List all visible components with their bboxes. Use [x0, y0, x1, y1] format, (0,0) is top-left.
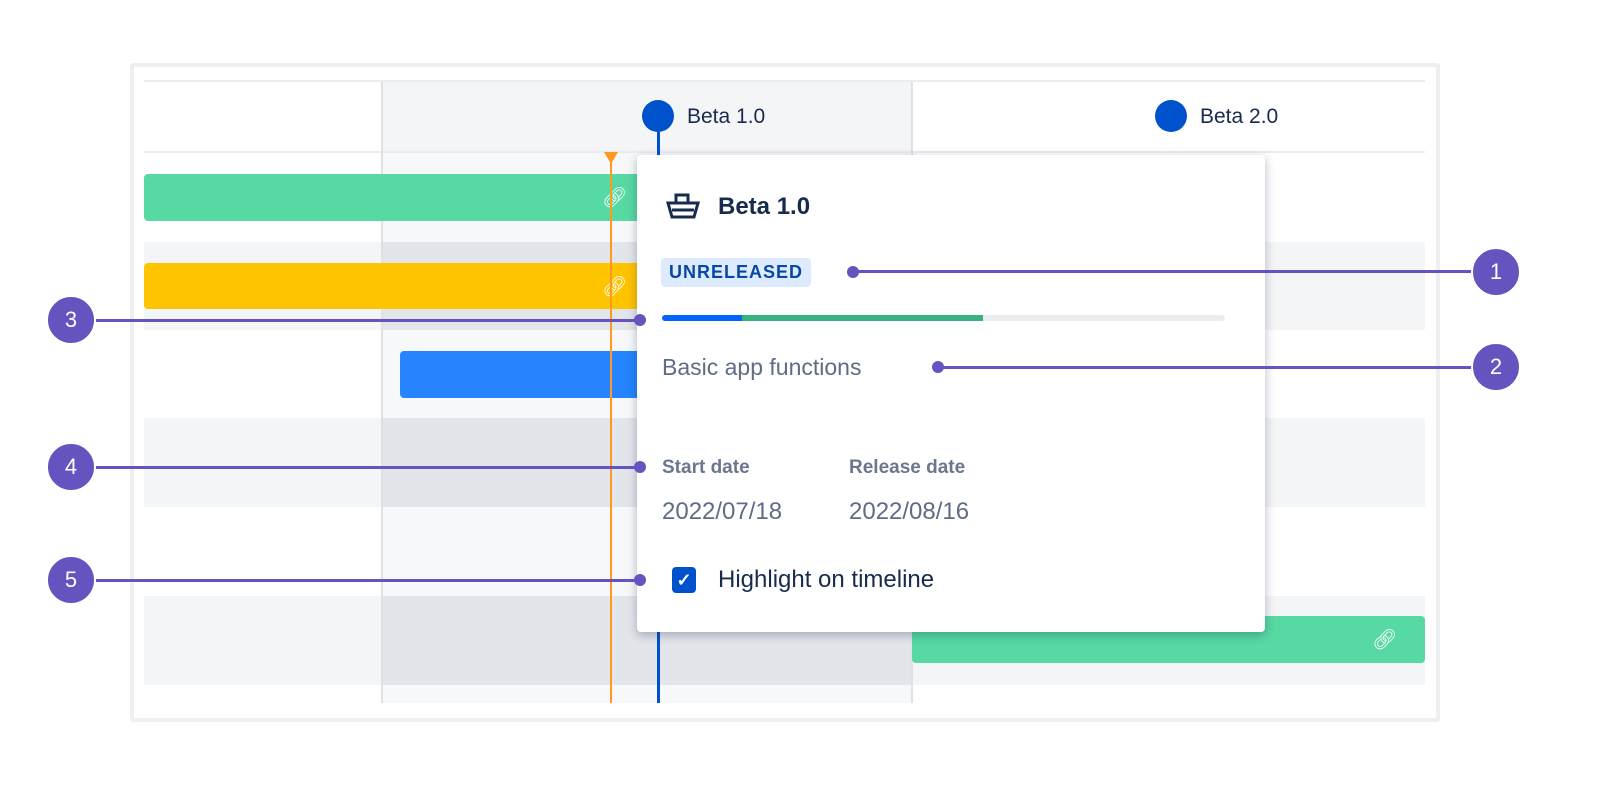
status-badge: UNRELEASED — [661, 258, 812, 287]
column-divider — [381, 82, 383, 703]
callout-line — [95, 579, 640, 582]
screenshot-frame — [130, 63, 1440, 722]
callout-line — [95, 319, 640, 322]
timeline-bar[interactable]: 🔗︎ — [144, 174, 654, 221]
progress-bar — [662, 315, 1225, 321]
callout-1: 1 — [1471, 247, 1521, 297]
callout-dot — [634, 461, 646, 473]
release-label[interactable]: Beta 1.0 — [687, 105, 766, 128]
timeline-bar[interactable]: 🔗︎ — [144, 263, 654, 309]
callout-line — [95, 466, 640, 469]
popup-title: Beta 1.0 — [718, 193, 811, 220]
release-date-value: 2022/08/16 — [849, 498, 970, 525]
callout-dot — [847, 266, 859, 278]
timeline — [144, 80, 1425, 705]
timeline-bar[interactable] — [400, 351, 654, 398]
release-label[interactable]: Beta 2.0 — [1200, 105, 1279, 128]
highlight-label[interactable]: Highlight on timeline — [718, 566, 935, 593]
start-date-label: Start date — [662, 457, 750, 478]
callout-3: 3 — [46, 295, 96, 345]
link-icon: 🔗︎ — [602, 187, 628, 209]
header-divider — [144, 151, 1425, 153]
progress-done — [662, 315, 742, 321]
progress-in-progress — [742, 315, 983, 321]
link-icon: 🔗︎ — [602, 276, 628, 298]
today-marker-arrow — [604, 152, 618, 164]
callout-2: 2 — [1471, 342, 1521, 392]
link-icon: 🔗︎ — [1372, 629, 1398, 651]
release-dot-icon[interactable] — [1155, 100, 1187, 132]
callout-line — [938, 366, 1473, 369]
callout-dot — [634, 314, 646, 326]
release-description: Basic app functions — [662, 354, 862, 380]
release-dot-icon[interactable] — [642, 100, 674, 132]
ship-icon — [666, 193, 700, 219]
release-popup: Beta 1.0 UNRELEASED Basic app functions … — [637, 155, 1265, 632]
start-date-value: 2022/07/18 — [662, 498, 783, 525]
release-date-label: Release date — [849, 457, 966, 478]
highlight-checkbox[interactable]: ✓ — [672, 567, 696, 593]
callout-line — [853, 270, 1473, 273]
callout-4: 4 — [46, 442, 96, 492]
callout-dot — [634, 574, 646, 586]
callout-5: 5 — [46, 555, 96, 605]
callout-dot — [932, 361, 944, 373]
today-marker — [610, 152, 612, 703]
